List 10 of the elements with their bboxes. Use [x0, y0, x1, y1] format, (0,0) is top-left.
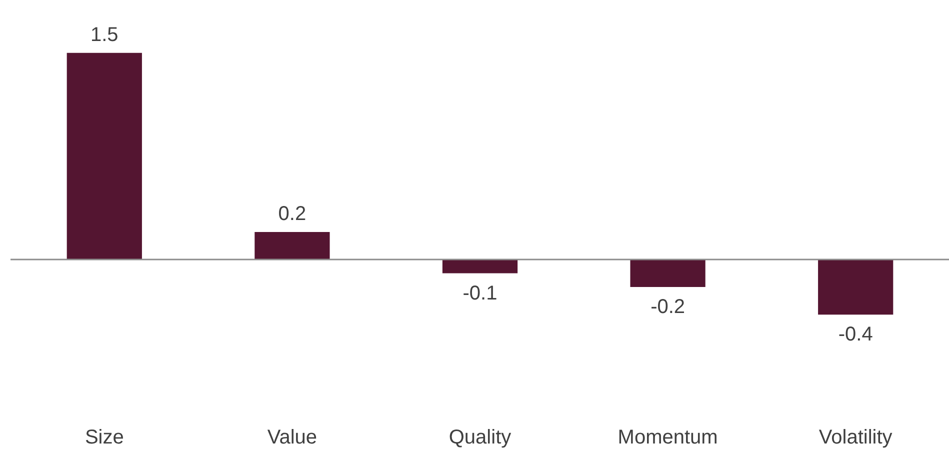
data-label: -0.1: [462, 282, 498, 304]
x-tick-label: Value: [267, 426, 318, 448]
x-tick-label: Volatility: [818, 426, 892, 448]
data-label: -0.2: [650, 296, 686, 318]
data-label: -0.4: [838, 324, 873, 346]
data-label: 0.2: [278, 202, 306, 225]
x-tick-label: Momentum: [618, 426, 718, 448]
x-tick-label: Quality: [448, 426, 512, 448]
x-tick-label: Size: [84, 426, 124, 448]
data-label: 1.5: [90, 24, 118, 46]
